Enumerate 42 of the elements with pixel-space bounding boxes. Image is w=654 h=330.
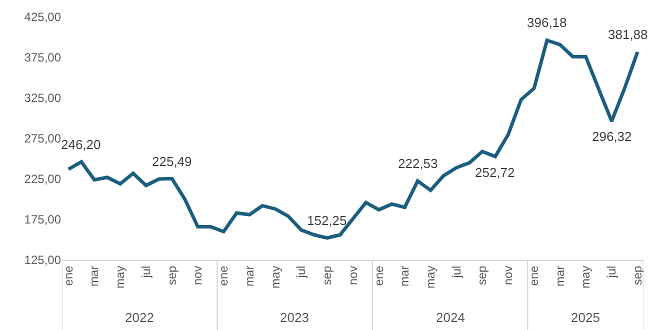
text: 2023 (280, 310, 309, 325)
x-tick-label: sep (475, 265, 490, 286)
data-label: 225,49 (152, 154, 192, 169)
text: 2022 (125, 310, 154, 325)
x-tick-label: mar (398, 266, 412, 286)
x-tick-label: nov (190, 266, 205, 286)
x-tick-label: ene (61, 265, 76, 286)
x-tick-label: jul (294, 266, 308, 279)
x-tick-label: may (113, 266, 128, 288)
data-label: 381,88 (608, 27, 648, 42)
x-tick-label: jul (604, 266, 619, 279)
data-label: 222,53 (398, 156, 438, 171)
y-tick-label: 275,00 (24, 132, 62, 146)
y-tick-label: 425,00 (24, 10, 62, 24)
data-label: 246,20 (61, 137, 101, 152)
x-tick-label: sep (320, 265, 334, 286)
data-label: 296,32 (592, 129, 632, 144)
x-tick-label: may (424, 266, 438, 288)
x-tick-label: mar (552, 266, 567, 286)
x-tick-label: mar (87, 266, 102, 286)
x-tick-label: ene (526, 265, 541, 286)
x-tick-label: may (268, 266, 282, 288)
text: 2025 (571, 310, 600, 325)
x-tick-label: nov (501, 266, 516, 286)
y-tick-label: 225,00 (24, 172, 62, 186)
y-tick-label: 175,00 (24, 212, 62, 227)
y-tick-label: 325,00 (24, 91, 62, 106)
x-tick-label: mar (242, 266, 256, 286)
x-tick-label: may (578, 266, 593, 288)
data-label: 396,18 (527, 15, 567, 30)
x-tick-label: jul (138, 266, 153, 279)
x-tick-label: ene (216, 265, 231, 286)
x-tick-label: sep (630, 265, 644, 286)
data-label: 252,72 (475, 165, 515, 180)
x-tick-label: nov (346, 266, 360, 286)
data-label: 152,25 (307, 213, 347, 228)
x-tick-label: jul (449, 266, 464, 279)
text: 2024 (436, 310, 465, 325)
x-tick-label: sep (164, 265, 179, 286)
y-tick-label: 375,00 (24, 50, 62, 65)
y-tick-label: 125,00 (24, 253, 62, 268)
x-tick-label: ene (372, 265, 386, 286)
